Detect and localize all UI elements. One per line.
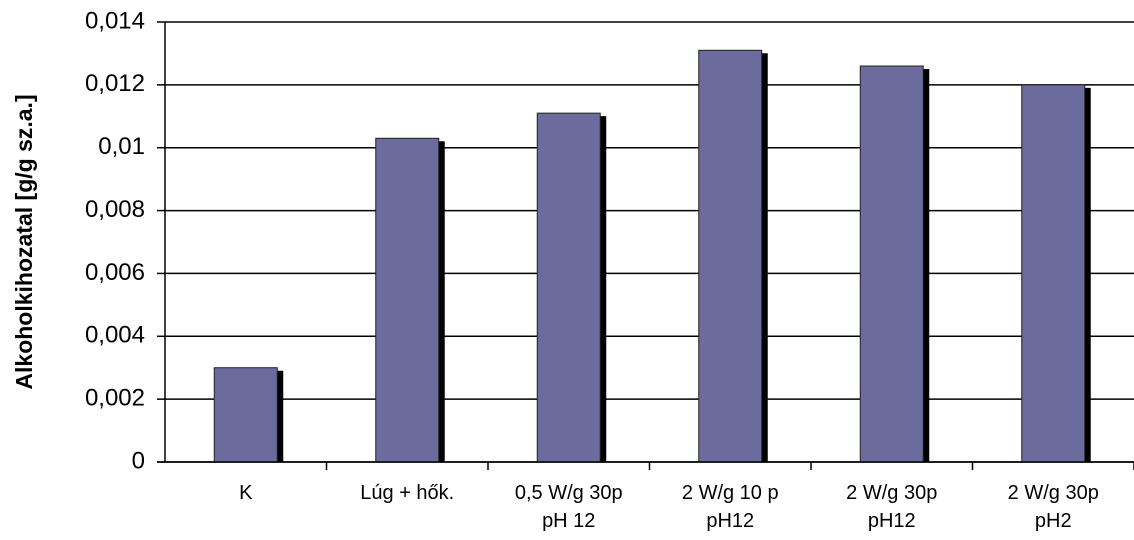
x-tick-label: 0,5 W/g 30p pH 12: [514, 482, 623, 532]
y-tick-label: 0,01: [98, 133, 145, 160]
y-tick-label: 0,004: [85, 322, 145, 349]
bar: [859, 65, 924, 463]
y-tick-label: 0,014: [85, 7, 145, 34]
bar: [375, 137, 440, 463]
y-tick-label: 0,006: [85, 259, 145, 286]
y-tick-label: 0,012: [85, 70, 145, 97]
x-tick-label: K: [239, 482, 253, 504]
y-tick-label: 0: [132, 447, 145, 474]
x-tick-label: 2 W/g 30p pH2: [1007, 482, 1099, 532]
y-tick-label: 0,002: [85, 384, 145, 411]
y-tick-label: 0,008: [85, 196, 145, 223]
y-axis-label: Alkoholkihozatal [g/g sz.a.]: [11, 94, 37, 389]
bar: [213, 367, 278, 463]
bar: [1021, 84, 1086, 463]
x-tick-label: 2 W/g 10 p pH12: [681, 482, 779, 532]
x-tick-label: 2 W/g 30p pH12: [846, 482, 938, 532]
bar: [536, 112, 601, 463]
bar: [698, 49, 763, 463]
x-tick-label: Lúg + hők.: [360, 482, 455, 504]
